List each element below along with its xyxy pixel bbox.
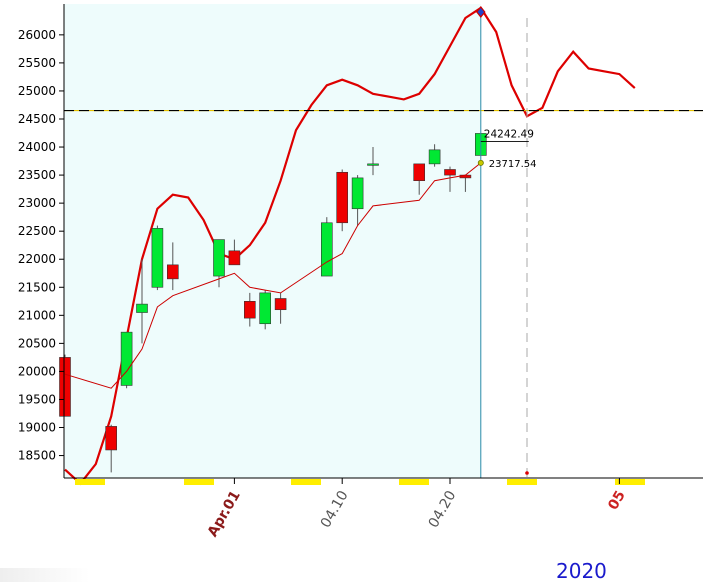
candle: [351, 175, 364, 226]
candle: [444, 166, 456, 192]
ma-marker: [477, 159, 484, 166]
current-date-marker: [476, 6, 486, 18]
axis-highlight: [75, 479, 105, 485]
history-shade: [64, 4, 481, 478]
bottom-fade: [0, 568, 90, 582]
candle: [336, 169, 349, 232]
candle: [228, 239, 241, 266]
axis-highlight: [399, 479, 429, 485]
y-tick-label: 18500: [18, 449, 56, 463]
year-label: 2020: [556, 559, 607, 583]
y-tick-label: 24500: [18, 112, 56, 126]
candle-body: [151, 228, 164, 288]
candle: [120, 331, 133, 389]
candle-body: [274, 298, 287, 311]
candle-body: [444, 169, 456, 176]
candle: [151, 225, 164, 291]
y-tick-label: 22000: [18, 252, 56, 266]
y-tick-label: 22500: [18, 224, 56, 238]
candle-body: [351, 177, 364, 210]
axis-highlight: [507, 479, 537, 485]
candle-body: [136, 303, 148, 313]
y-tick-label: 23000: [18, 196, 56, 210]
candle-body: [320, 222, 333, 277]
ma-value-label: 23717.54: [489, 159, 537, 170]
candle: [428, 144, 441, 167]
y-tick-label: 23500: [18, 168, 56, 182]
candle-body: [367, 163, 379, 166]
y-tick-label: 25500: [18, 56, 56, 70]
x-tick-label: 05: [605, 488, 629, 513]
y-tick-label: 19500: [18, 392, 56, 406]
candle: [136, 259, 148, 344]
candle: [367, 147, 379, 176]
x-tick-label: 04.20: [426, 488, 460, 531]
y-tick-label: 19000: [18, 421, 56, 435]
ma-short-line: [64, 162, 482, 389]
candle-body: [428, 149, 441, 165]
candle-body: [413, 163, 426, 181]
candle: [244, 292, 256, 327]
y-tick-label: 21000: [18, 308, 56, 322]
last-close-label: 24242.49: [484, 128, 534, 140]
x-tick-label: Apr.01: [205, 488, 244, 540]
candle: [413, 163, 426, 195]
candle: [320, 217, 333, 277]
projection-dot: [525, 471, 529, 475]
candle-body: [105, 426, 117, 451]
x-tick-label: 04.10: [318, 488, 352, 531]
candle: [105, 424, 117, 473]
candle: [59, 354, 71, 417]
y-tick-label: 21500: [18, 280, 56, 294]
y-tick-label: 20500: [18, 336, 56, 350]
candle-body: [59, 357, 71, 417]
axis-highlight: [615, 479, 645, 485]
y-tick-label: 25000: [18, 84, 56, 98]
ma-long-line: [64, 6, 636, 486]
candle: [274, 292, 287, 324]
axis-highlight: [184, 479, 214, 485]
candle: [259, 290, 272, 330]
candle-body: [167, 264, 179, 280]
y-tick-label: 20000: [18, 364, 56, 378]
candle-body: [259, 292, 272, 325]
candle: [167, 242, 179, 291]
candle-body: [244, 301, 256, 319]
axis-highlight: [291, 479, 321, 485]
candle-body: [120, 331, 133, 386]
y-tick-label: 24000: [18, 140, 56, 154]
candle-body: [213, 239, 225, 277]
candle-body: [228, 250, 241, 266]
candle-body: [336, 171, 349, 224]
y-tick-label: 26000: [18, 28, 56, 42]
